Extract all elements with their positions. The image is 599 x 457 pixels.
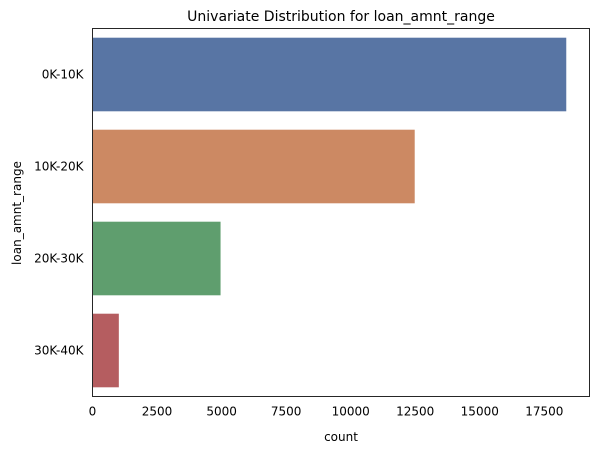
bar-30K-40K [92, 313, 119, 388]
y-axis-ticks: 0K-10K 10K-20K 20K-30K 30K-40K [34, 68, 84, 358]
y-tick-label: 20K-30K [34, 252, 84, 266]
x-tick-label: 5000 [206, 405, 237, 419]
x-axis-label: count [324, 430, 358, 444]
y-tick-label: 0K-10K [42, 68, 85, 82]
x-tick-label: 15000 [461, 405, 499, 419]
x-tick-label: 17500 [525, 405, 563, 419]
bar-10K-20K [92, 129, 415, 204]
y-tick-label: 30K-40K [34, 344, 84, 358]
bar-20K-30K [92, 221, 221, 296]
x-tick-label: 0 [89, 405, 97, 419]
bar-0K-10K [92, 37, 567, 112]
x-tick-label: 10000 [332, 405, 370, 419]
bars-layer [92, 37, 567, 388]
x-tick-label: 12500 [396, 405, 434, 419]
x-tick-label: 2500 [142, 405, 173, 419]
x-axis-ticks: 0 2500 5000 7500 10000 12500 15000 17500 [89, 405, 564, 419]
y-axis-label: loan_amnt_range [10, 161, 24, 265]
chart-title: Univariate Distribution for loan_amnt_ra… [187, 9, 495, 25]
y-tick-label: 10K-20K [34, 160, 84, 174]
x-tick-label: 7500 [271, 405, 302, 419]
plot-frame [92, 28, 590, 397]
